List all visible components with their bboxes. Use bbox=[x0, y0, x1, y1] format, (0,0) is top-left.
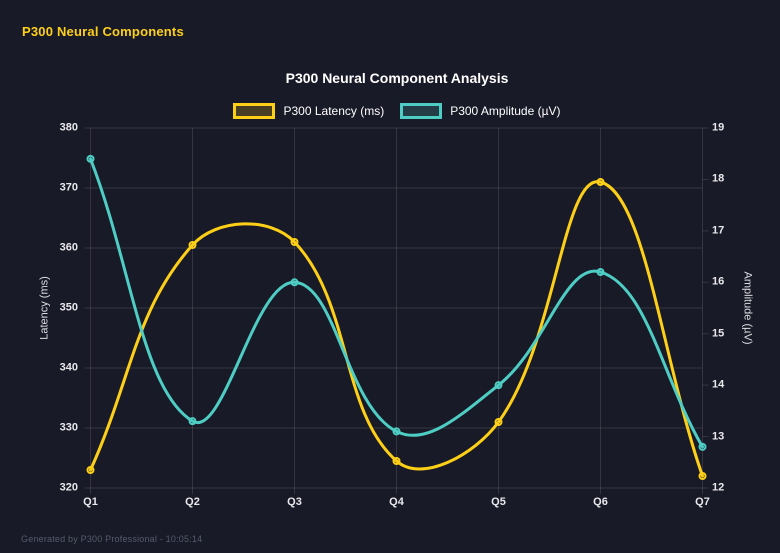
footer-text: Generated by P300 Professional - 10:05:1… bbox=[21, 534, 203, 544]
y-axis-right-tick-label: 15 bbox=[712, 327, 725, 340]
latency-data-point[interactable] bbox=[494, 418, 503, 426]
y-axis-right-tick-label: 13 bbox=[712, 430, 725, 443]
latency-data-point[interactable] bbox=[86, 466, 95, 474]
page-title: P300 Neural Components bbox=[22, 24, 184, 39]
y-axis-left-tick-label: 360 bbox=[59, 241, 78, 254]
x-axis-tick-label: Q6 bbox=[593, 496, 608, 508]
amplitude-legend-label: P300 Amplitude (µV) bbox=[450, 104, 561, 118]
y-axis-left-tick-label: 370 bbox=[59, 181, 78, 194]
latency-data-point[interactable] bbox=[290, 238, 299, 246]
x-axis-tick-label: Q3 bbox=[287, 496, 302, 508]
amplitude-data-point[interactable] bbox=[698, 442, 707, 451]
latency-line bbox=[89, 180, 704, 478]
x-axis-tick-label: Q2 bbox=[185, 496, 200, 508]
latency-data-point[interactable] bbox=[188, 241, 197, 249]
legend-item-latency[interactable]: P300 Latency (ms) bbox=[233, 103, 384, 119]
latency-data-point[interactable] bbox=[698, 472, 707, 480]
latency-legend-swatch bbox=[233, 103, 276, 119]
chart-title: P300 Neural Component Analysis bbox=[285, 70, 509, 86]
amplitude-data-point[interactable] bbox=[392, 427, 401, 436]
y-axis-right-tick-label: 12 bbox=[712, 481, 725, 494]
y-axis-right-tick-label: 19 bbox=[712, 121, 725, 134]
y-axis-right-title: Amplitude (µV) bbox=[741, 271, 754, 345]
latency-data-point[interactable] bbox=[596, 178, 605, 186]
x-axis-tick-label: Q1 bbox=[83, 496, 98, 508]
y-axis-left-tick-label: 320 bbox=[59, 481, 78, 494]
y-axis-right-tick-label: 17 bbox=[712, 224, 725, 237]
y-axis-left-tick-label: 330 bbox=[59, 421, 78, 434]
x-axis-tick-label: Q5 bbox=[491, 496, 506, 508]
y-axis-left-tick-label: 380 bbox=[59, 121, 78, 134]
y-axis-left-tick-label: 350 bbox=[59, 301, 78, 314]
y-axis-right-tick-label: 14 bbox=[712, 378, 725, 391]
amplitude-legend-swatch bbox=[400, 103, 443, 119]
amplitude-data-point[interactable] bbox=[494, 381, 503, 390]
amplitude-data-point[interactable] bbox=[86, 154, 95, 163]
latency-legend-label: P300 Latency (ms) bbox=[283, 104, 385, 118]
y-axis-right-tick-label: 18 bbox=[712, 172, 725, 185]
y-axis-right-tick-label: 16 bbox=[712, 275, 725, 288]
amplitude-data-point[interactable] bbox=[290, 278, 299, 287]
legend-item-amplitude[interactable]: P300 Amplitude (µV) bbox=[400, 103, 561, 119]
amplitude-data-point[interactable] bbox=[596, 268, 605, 276]
amplitude-line bbox=[89, 157, 704, 449]
amplitude-data-point[interactable] bbox=[188, 417, 197, 426]
y-axis-left-tick-label: 340 bbox=[59, 361, 78, 374]
x-axis-tick-label: Q7 bbox=[695, 496, 710, 508]
chart-legend: P300 Latency (ms) P300 Amplitude (µV) bbox=[91, 103, 703, 119]
x-axis-tick-label: Q4 bbox=[389, 496, 404, 508]
latency-data-point[interactable] bbox=[392, 457, 401, 465]
